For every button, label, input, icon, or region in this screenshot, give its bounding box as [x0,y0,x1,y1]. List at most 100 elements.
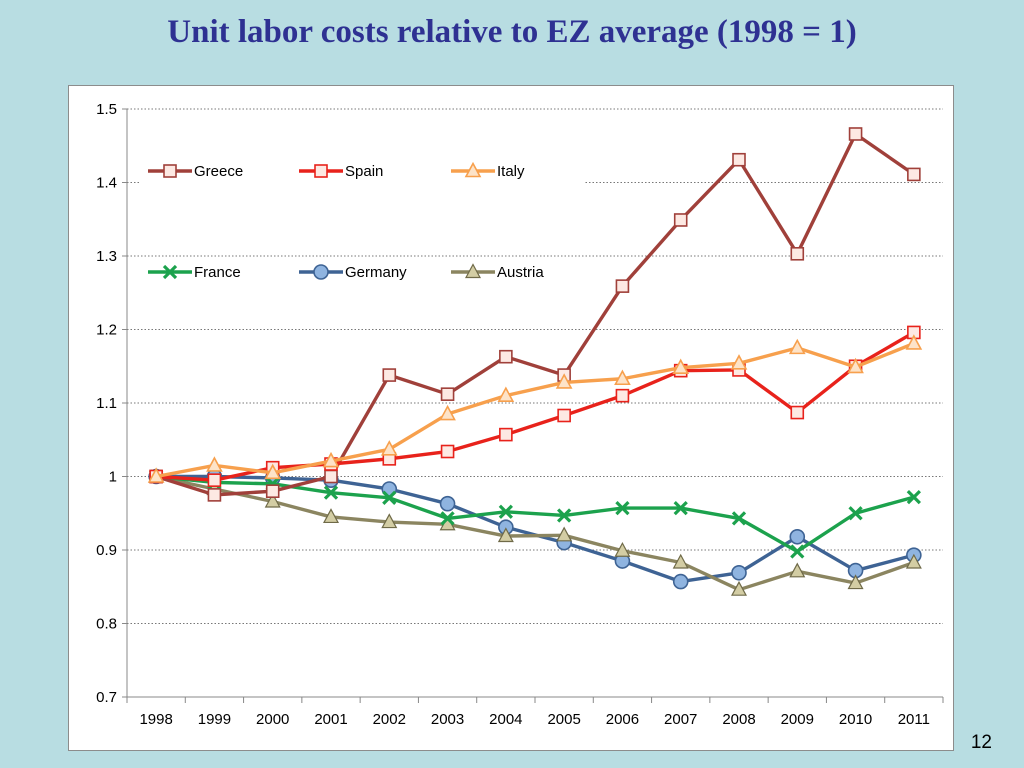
page-number: 12 [970,732,992,753]
marker-stroke [162,264,178,280]
series-line-greece [155,132,915,497]
data-point-france [323,485,339,500]
legend-background [139,156,585,186]
data-point-austria [730,580,748,596]
x-tick-label: 2005 [547,711,580,728]
data-point-italy [614,369,631,386]
x-tick-label: 2004 [489,711,522,728]
series-italy [147,334,923,483]
data-point-italy [147,467,165,483]
data-point-greece [673,213,688,227]
data-point-italy [672,358,690,375]
marker-stroke [440,511,455,526]
data-point-germany [789,528,806,545]
series-austria [148,467,922,596]
y-tick-label: 1.2 [96,322,117,339]
data-point-italy [264,463,282,480]
y-tick-label: 1.5 [96,101,117,118]
y-tick-label: 1.3 [96,248,117,265]
legend-item-germany: Germany [299,264,407,281]
legend-swatch-marker [163,164,177,178]
data-point-germany [672,573,689,590]
legend-label: Spain [345,163,383,180]
data-point-france [382,490,397,505]
series-line-italy [155,341,915,479]
x-tick-label: 1998 [139,711,172,728]
y-tick-label: 0.9 [96,542,117,559]
data-point-greece [615,279,630,293]
data-point-italy [380,440,398,456]
data-point-austria [264,492,281,508]
legend-label: Germany [345,264,407,281]
y-tick-label: 1.4 [96,175,117,192]
x-tick-label: 2008 [722,711,755,728]
x-tick-label: 2003 [431,711,464,728]
axes: 0.7 0.8 0.9 1 1.1 1.2 1.3 1.4 1.5 1998 1999 2000 200… [96,101,944,728]
legend-label: France [194,264,241,281]
legend-label: Austria [497,264,544,281]
data-point-austria [614,541,631,557]
data-point-france [848,506,863,521]
marker-stroke [382,490,397,505]
data-point-italy [730,354,748,370]
legend-swatch-marker [162,264,178,280]
data-point-france [731,511,747,526]
data-point-spain [615,388,630,403]
data-point-spain [499,427,513,442]
legend-swatch-marker [464,263,482,279]
data-point-france [498,504,513,519]
legend-swatch-marker [313,264,329,280]
legend-swatch-marker [464,161,482,178]
slide-title: Unit labor costs relative to EZ average … [167,14,857,50]
marker-stroke [906,489,921,505]
legend-label: Italy [497,163,525,180]
data-point-france [615,500,630,516]
data-point-austria [672,553,689,569]
marker-stroke [790,544,805,559]
series-lines [147,127,923,596]
marker-stroke [557,508,572,523]
data-point-italy [555,373,573,389]
x-tick-label: 2007 [664,711,697,728]
x-tick-label: 2000 [256,711,289,728]
legend-item-spain: Spain [299,163,383,180]
legend-label: Greece [194,163,243,180]
data-point-spain [207,473,222,487]
data-point-austria [847,574,864,590]
data-point-italy [905,334,923,350]
data-point-spain [557,408,571,423]
marker-stroke [323,485,339,500]
data-point-france [906,489,921,505]
data-point-greece [324,469,338,484]
series-germany [148,468,922,590]
marker-stroke [673,500,688,516]
x-tick-label: 2002 [373,711,406,728]
series-france [149,469,921,559]
data-point-austria [381,513,398,529]
data-point-austria [905,553,922,569]
data-point-italy [322,451,340,468]
data-point-greece [790,246,805,261]
data-point-germany [439,495,456,512]
y-tick-label: 0.8 [96,616,117,633]
data-point-germany [731,564,747,581]
data-point-spain [790,405,805,420]
x-tick-label: 1999 [198,711,231,728]
data-point-france [440,511,455,526]
data-point-greece [207,488,222,502]
x-tick-label: 2010 [839,711,872,728]
data-point-italy [497,386,515,402]
y-tick-label: 1.1 [96,395,117,412]
legend-item-france: France [148,264,241,281]
marker-stroke [498,504,513,519]
y-tick-label: 1 [109,469,117,486]
legend: Greece Spain Italy France Germany Austria [139,156,585,287]
marker-stroke [848,506,863,521]
marker-stroke [615,500,630,516]
series-line-france [155,474,915,554]
legend-item-austria: Austria [451,263,544,281]
data-point-greece [499,349,513,364]
data-point-italy [847,357,864,374]
x-tick-label: 2011 [898,711,930,728]
legend-item-greece: Greece [148,163,243,180]
